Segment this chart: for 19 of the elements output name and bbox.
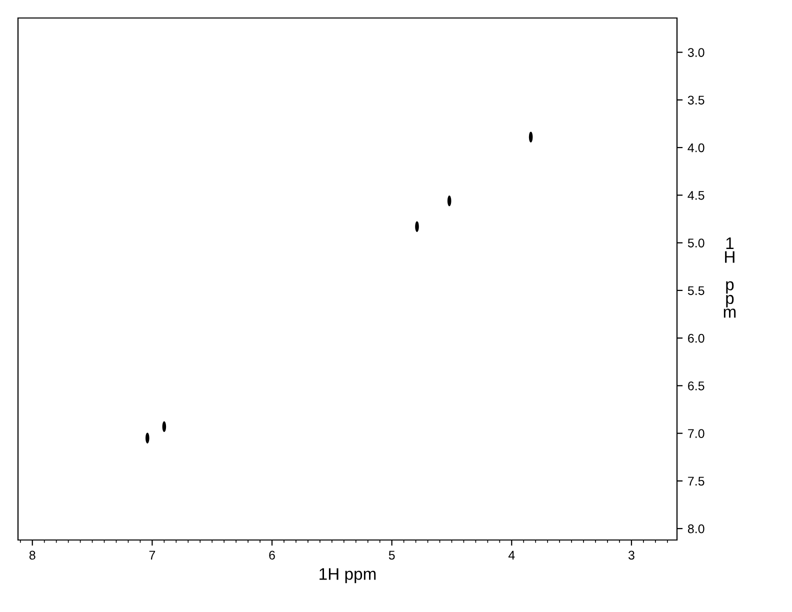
x-tick-label: 3	[628, 550, 634, 560]
x-tick-label: 5	[388, 550, 395, 560]
x-tick-label: 7	[149, 550, 156, 560]
y-tick-label: 7.0	[688, 429, 704, 438]
x-axis-title: 1H ppm	[320, 568, 376, 584]
y-tick-label: 6.0	[688, 334, 704, 343]
y-tick-label: 6.5	[688, 381, 704, 390]
y-tick-label: 5.5	[688, 286, 704, 296]
y-tick-label: 3.0	[688, 48, 704, 57]
y-tick-label: 4.5	[688, 191, 704, 200]
x-tick-label: 6	[269, 550, 275, 560]
x-tick-label: 8	[29, 550, 36, 560]
y-tick-label: 7.5	[688, 476, 704, 486]
y-tick-label: 4.0	[688, 143, 704, 152]
y-tick-label: 5.0	[688, 238, 704, 248]
y-tick-label: 3.5	[688, 96, 704, 105]
y-tick-label: 8.0	[688, 524, 704, 534]
y-axis-title: 1H ppm	[724, 238, 736, 318]
x-tick-label: 4	[508, 550, 515, 560]
